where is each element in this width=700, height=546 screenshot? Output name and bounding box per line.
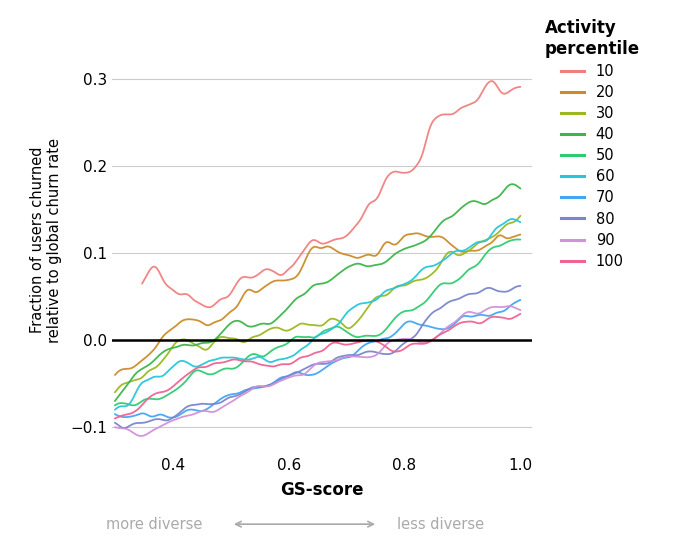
Text: more diverse: more diverse (106, 517, 202, 532)
X-axis label: GS-score: GS-score (280, 482, 364, 500)
Legend: 10, 20, 30, 40, 50, 60, 70, 80, 90, 100: 10, 20, 30, 40, 50, 60, 70, 80, 90, 100 (545, 19, 640, 269)
Text: less diverse: less diverse (398, 517, 484, 532)
Y-axis label: Fraction of users churned
relative to global churn rate: Fraction of users churned relative to gl… (29, 138, 62, 343)
